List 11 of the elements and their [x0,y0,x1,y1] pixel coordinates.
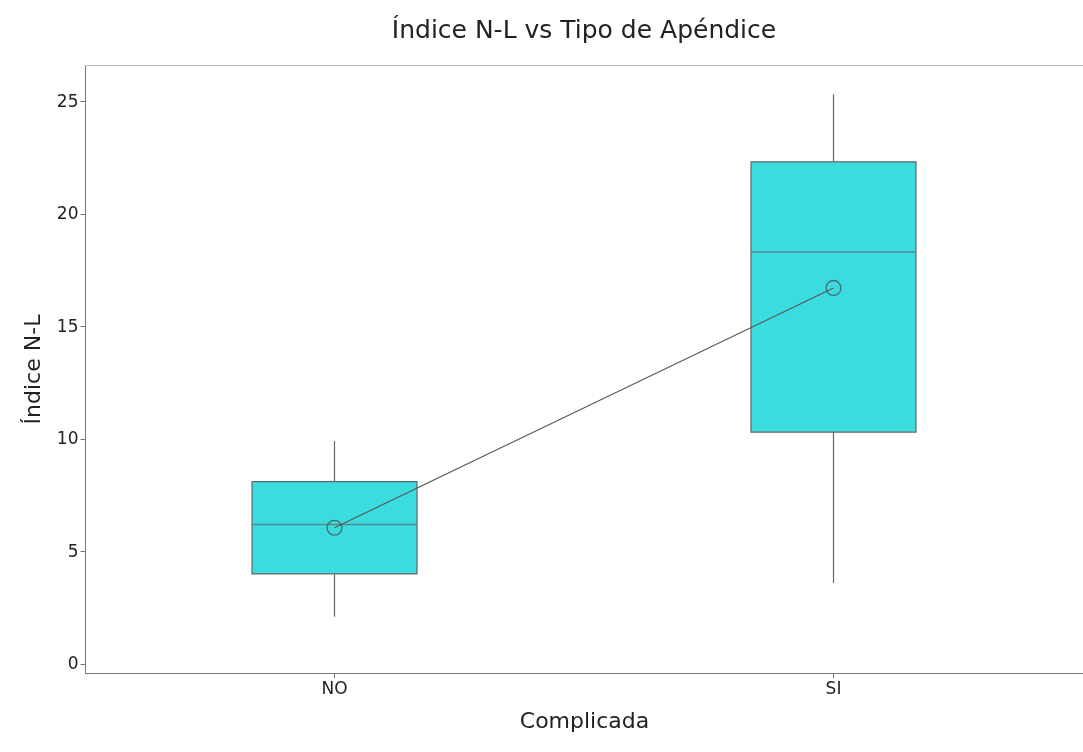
y-axis-title: Índice N-L [19,313,45,425]
x-axis-title: Complicada [519,707,650,733]
y-tick-label: 15 [56,315,79,336]
y-tick-label: 5 [67,540,79,561]
y-tick-label: 20 [56,203,79,224]
chart-title: Índice N-L vs Tipo de Apéndice [391,15,777,44]
y-tick-label: 0 [67,653,79,674]
x-tick-label: NO [321,677,348,698]
x-tick-label: SI [825,677,842,698]
y-tick-label: 25 [56,90,79,111]
y-tick-label: 10 [56,428,79,449]
